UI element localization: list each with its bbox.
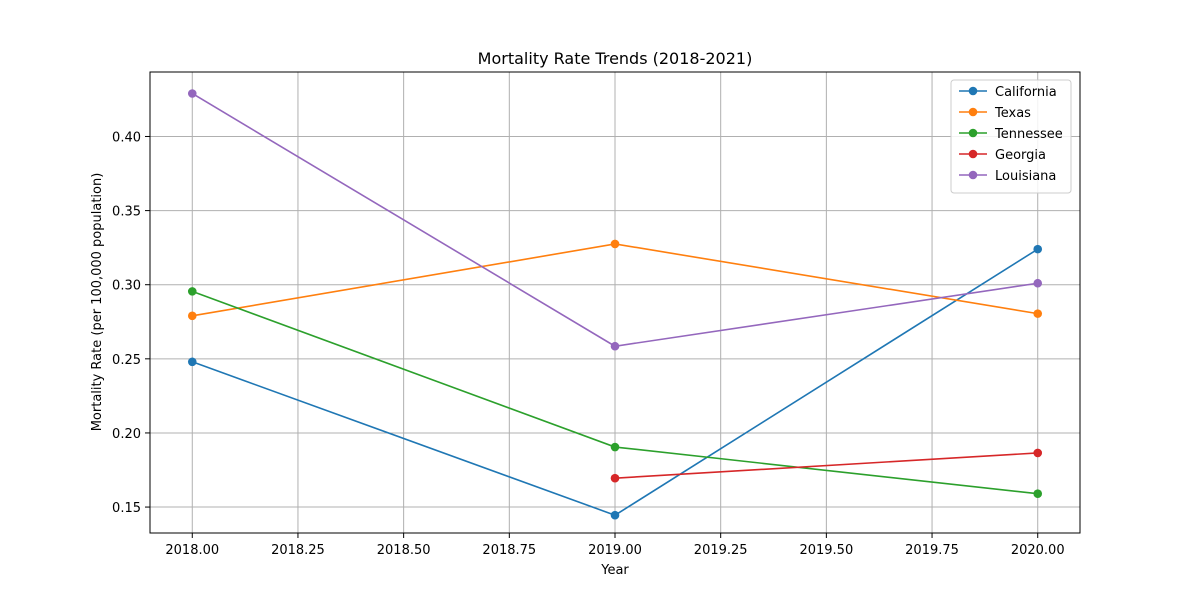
axis-ticks: 2018.00 2018.25 2018.50 2018.75 2019.00 2019.… [112,130,1065,558]
series-california [187,244,1043,520]
series-line-georgia [614,452,1038,479]
y-tick-label: 0.20 [112,427,141,442]
legend-entry-tennessee: Tennessee [959,127,1063,142]
legend-marker-tennessee [968,128,978,138]
data-point-georgia [1033,448,1043,458]
legend-marker-louisiana [968,170,978,180]
y-tick-label: 0.15 [112,501,141,516]
x-tick-label: 2018.25 [271,543,325,558]
series-louisiana [187,89,1043,351]
legend-label-georgia: Georgia [995,148,1046,163]
legend-label-texas: Texas [994,106,1031,121]
data-point-california [1033,244,1043,254]
y-axis-label: Mortality Rate (per 100,000 population) [90,173,105,432]
x-tick-label: 2019.00 [588,543,642,558]
data-point-louisiana [187,89,197,98]
legend: California Texas Tennessee Georgia Louisiana [950,79,1072,194]
legend-label-louisiana: Louisiana [995,169,1056,184]
data-point-tennessee [610,442,620,452]
x-tick-label: 2019.25 [694,543,748,558]
series-georgia [610,448,1043,483]
legend-label-california: California [995,85,1057,100]
data-point-tennessee [1033,489,1043,499]
legend-label-tennessee: Tennessee [994,127,1063,142]
legend-entry-georgia: Georgia [959,148,1046,163]
data-point-tennessee [187,287,197,296]
x-tick-label: 2019.75 [905,543,959,558]
legend-entry-louisiana: Louisiana [959,169,1056,184]
grid [150,72,1080,533]
x-tick-label: 2019.50 [799,543,853,558]
legend-entry-california: California [959,85,1057,100]
data-point-california [610,510,620,520]
data-point-texas [1033,309,1043,318]
data-point-california [187,357,197,367]
data-point-texas [610,239,620,249]
y-tick-label: 0.25 [112,353,141,368]
series-tennessee [187,287,1043,499]
data-point-louisiana [610,341,620,351]
x-tick-label: 2020.00 [1011,543,1065,558]
series-texas [187,239,1043,321]
legend-entry-texas: Texas [959,106,1031,121]
y-tick-label: 0.30 [112,279,141,294]
x-tick-label: 2018.75 [482,543,536,558]
y-tick-label: 0.40 [112,130,141,145]
chart-title: Mortality Rate Trends (2018-2021) [478,49,753,68]
series-lines [187,89,1043,520]
legend-box [950,79,1072,194]
y-tick-label: 0.35 [112,205,141,220]
legend-marker-california [968,86,978,96]
data-point-georgia [610,473,620,483]
legend-marker-texas [968,107,978,117]
data-point-texas [187,311,197,321]
x-tick-label: 2018.00 [165,543,219,558]
data-point-louisiana [1033,278,1043,288]
x-axis-label: Year [600,563,629,578]
legend-marker-georgia [968,149,978,159]
x-tick-label: 2018.50 [377,543,431,558]
